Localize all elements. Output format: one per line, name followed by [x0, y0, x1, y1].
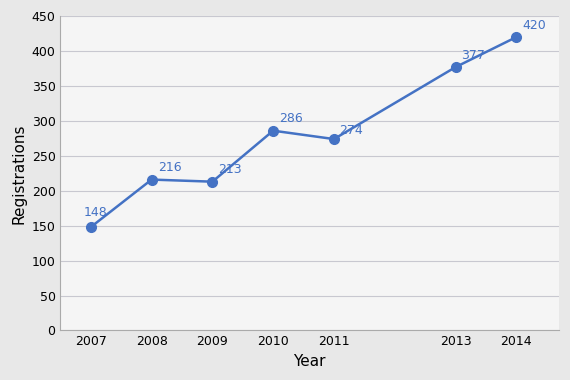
- Y-axis label: Registrations: Registrations: [11, 123, 26, 223]
- Text: 420: 420: [522, 19, 545, 32]
- Text: 377: 377: [461, 49, 485, 62]
- Text: 286: 286: [279, 112, 303, 125]
- Text: 148: 148: [84, 206, 108, 219]
- Text: 216: 216: [158, 161, 182, 174]
- Text: 274: 274: [340, 124, 363, 136]
- X-axis label: Year: Year: [294, 354, 326, 369]
- Text: 213: 213: [218, 163, 242, 176]
